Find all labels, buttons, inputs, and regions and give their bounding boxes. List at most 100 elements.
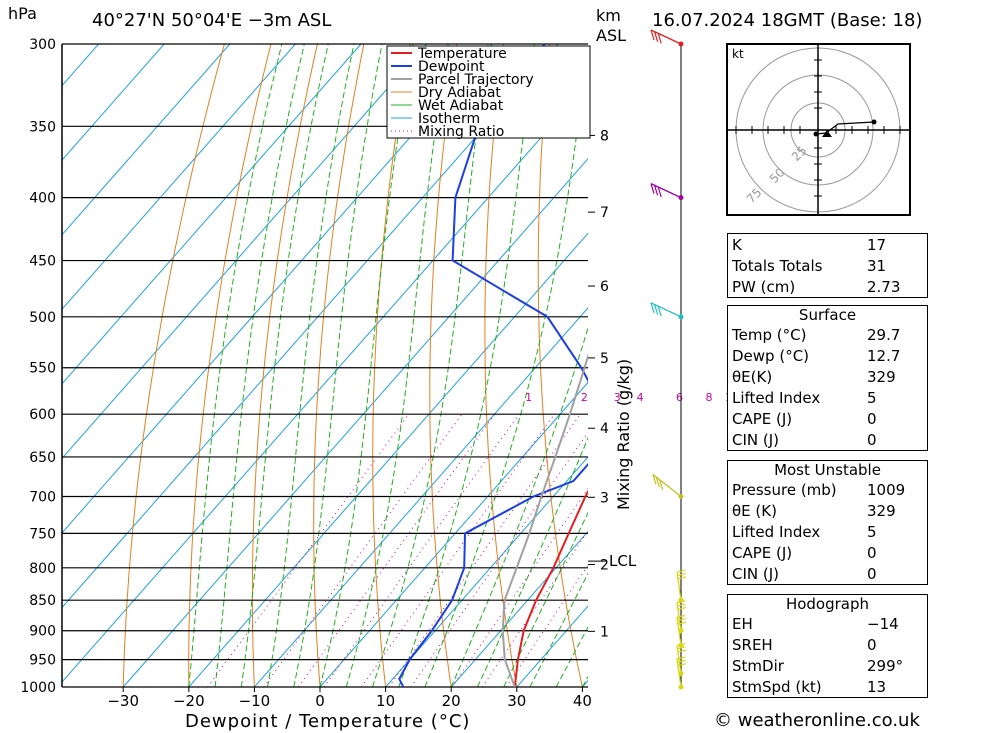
isotherm-line (62, 44, 427, 460)
pressure-tick-label: 350 (29, 119, 56, 135)
datetime-title: 16.07.2024 18GMT (Base: 18) (652, 10, 923, 31)
wind-barb-flag (654, 185, 659, 196)
wind-barb-flag (677, 621, 687, 625)
temperature-tick-label: −10 (239, 692, 271, 710)
legend-wet-adiabat: Wet Adiabat (418, 98, 504, 114)
pressure-grid-lines (62, 43, 588, 688)
legend-parcel: Parcel Trajectory (418, 72, 534, 88)
isotherm-line (62, 44, 362, 385)
wind-barb-flag (650, 29, 655, 41)
pw-label: PW (cm) (732, 277, 796, 296)
surface-title: Surface (798, 306, 857, 324)
hodograph-title: Hodograph (785, 595, 870, 613)
wet-adiabat-line (240, 44, 329, 687)
height-axis: 1 2 3 4 5 6 7 8 (588, 128, 609, 640)
wind-barb-flag (650, 183, 655, 194)
wind-barb-flag (676, 569, 686, 573)
temperature-axis: −30 −20 −10 0 10 20 30 40 (107, 687, 592, 710)
wind-barb-flag (659, 479, 664, 490)
mixing-ratio-line (263, 413, 463, 687)
surface-temp-label: Temp (°C) (732, 325, 807, 344)
pressure-tick-label: 750 (29, 526, 56, 542)
isotherm-line (62, 44, 231, 236)
mixing-ratio-line (451, 487, 588, 687)
legend-dry-adiabat: Dry Adiabat (418, 85, 501, 101)
lcl-label: LCL (609, 552, 637, 570)
wind-barb-shaft (676, 572, 682, 601)
eh-value: −14 (867, 614, 899, 633)
mu-cin-value: 0 (867, 564, 877, 583)
credit-link[interactable]: © weatheronline.co.uk (714, 710, 920, 731)
asl-label: ASL (596, 26, 627, 45)
wet-adiabat-line (529, 572, 588, 687)
mu-cape-value: 0 (867, 543, 877, 562)
surface-li-value: 5 (867, 388, 877, 407)
location-title: 40°27'N 50°04'E −3m ASL (92, 10, 332, 31)
wind-barb-shaft (650, 302, 682, 318)
surface-cape-value: 0 (867, 409, 877, 428)
pressure-tick-label: 550 (29, 361, 56, 377)
wet-adiabat-line (503, 511, 588, 687)
dry-adiabat-line (968, 44, 1000, 687)
height-tick-label: 8 (600, 128, 609, 144)
mixing-ratio-label: 4 (637, 391, 644, 404)
sounding-series (398, 44, 588, 687)
chart-legend: Temperature Dewpoint Parcel Trajectory D… (386, 45, 591, 140)
isotherm-line (122, 158, 588, 687)
wind-barb-shaft (650, 29, 682, 45)
mu-cape-label: CAPE (J) (732, 543, 793, 562)
mixing-ratio-label: 3 (614, 391, 621, 404)
pressure-tick-label: 900 (29, 624, 56, 640)
hodograph: kt 25 50 75 (726, 43, 911, 216)
wind-barb-flag (676, 614, 686, 618)
wind-barb-shaft (676, 602, 682, 631)
wind-barb-shaft (676, 645, 682, 674)
mu-pressure-label: Pressure (mb) (732, 480, 837, 499)
mu-thetae-label: θE (K) (732, 501, 777, 520)
isotherm-line (188, 232, 588, 687)
pressure-axis: 300 350 400 450 500 550 600 650 700 750 800 850 900 9… (20, 37, 63, 696)
wind-barb-flag (652, 474, 657, 485)
mixing-ratio-label: 6 (676, 391, 683, 404)
stmspd-label: StmSpd (kt) (732, 677, 822, 696)
pressure-tick-label: 400 (29, 191, 56, 207)
isotherm-line (385, 456, 588, 687)
height-tick-label: 7 (600, 205, 609, 221)
pressure-tick-label: 700 (29, 490, 56, 506)
temperature-tick-label: 10 (376, 692, 395, 710)
indices-panel-hodograph: Hodograph EH −14 SREH 0 StmDir 299° StmSpd … (727, 594, 928, 698)
mixing-ratio-label: 1 (525, 391, 532, 404)
legend-dewpoint: Dewpoint (418, 59, 485, 75)
surface-dewp-label: Dewp (°C) (732, 346, 810, 365)
series-dewpoint (398, 44, 588, 687)
temperature-tick-label: 40 (573, 692, 592, 710)
height-tick-label: 2 (600, 557, 609, 573)
height-tick-label: 5 (600, 351, 609, 367)
isotherm-lines (62, 44, 588, 687)
wind-barb-flag (655, 476, 660, 488)
dry-adiabat-line (188, 44, 272, 687)
temperature-tick-label: 20 (442, 692, 461, 710)
series-parcel-trajectory (501, 352, 588, 687)
mixing-ratio-line (505, 564, 588, 687)
height-tick-label: 1 (600, 624, 609, 640)
wind-barb-flag (677, 572, 686, 577)
isotherm-line (62, 44, 493, 534)
wind-barb-flag (677, 649, 687, 653)
dry-adiabat-line (251, 44, 318, 687)
wind-barb-flag (654, 31, 659, 42)
series-temperature (513, 489, 588, 687)
mixing-ratio-line (298, 413, 496, 687)
height-tick-label: 3 (600, 490, 609, 506)
temperature-tick-label: 30 (507, 692, 526, 710)
surface-dewp-value: 12.7 (867, 346, 901, 365)
mixing-ratio-label: 2 (581, 391, 588, 404)
wind-barb-flag (654, 304, 659, 315)
pressure-unit-label: hPa (8, 4, 37, 23)
surface-thetae-value: 329 (867, 367, 896, 386)
height-tick-label: 6 (600, 279, 609, 295)
pw-value: 2.73 (867, 277, 901, 296)
hodograph-unit: kt (732, 47, 744, 61)
wind-barb-flag (657, 186, 662, 198)
surface-cin-label: CIN (J) (732, 430, 780, 449)
